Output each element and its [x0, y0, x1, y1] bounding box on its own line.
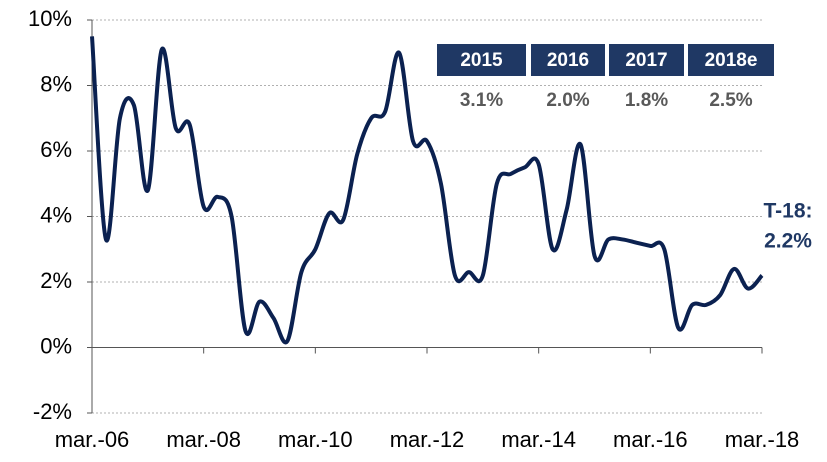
x-tick-label: mar.-10	[278, 427, 353, 452]
table-header: 2015	[460, 50, 503, 71]
annotation: T-18:	[763, 200, 812, 223]
line	[90, 36, 764, 345]
x-tick-label: mar.-08	[166, 427, 241, 452]
table-header-cell	[531, 44, 605, 76]
table-header: 2017	[625, 50, 667, 71]
table-value: 1.8%	[625, 90, 668, 111]
table-header: 2018e	[705, 50, 758, 71]
x-tick-label: mar.-14	[501, 427, 576, 452]
table-header-cell	[437, 44, 526, 76]
y-tick-label: 10%	[28, 6, 72, 31]
table-value: 3.1%	[460, 90, 503, 111]
y-tick-label: 0%	[40, 333, 72, 358]
table-header-cell	[609, 44, 684, 76]
table-value: 2.5%	[709, 90, 752, 111]
x-tick-label: mar.-18	[725, 427, 800, 452]
x-tick-label: mar.-12	[390, 427, 465, 452]
y-tick-label: -2%	[33, 399, 72, 424]
x-tick-label: mar.-16	[613, 427, 688, 452]
table-value: 2.0%	[546, 90, 589, 111]
x-tick-label: mar.-06	[55, 427, 130, 452]
y-tick-label: 2%	[40, 268, 72, 293]
table-header-cell	[688, 44, 774, 76]
y-tick-label: 4%	[40, 202, 72, 227]
y-tick-label: 6%	[40, 137, 72, 162]
y-tick-label: 8%	[40, 71, 72, 96]
table-header: 2016	[547, 50, 589, 71]
annotation: 2.2%	[764, 230, 812, 253]
